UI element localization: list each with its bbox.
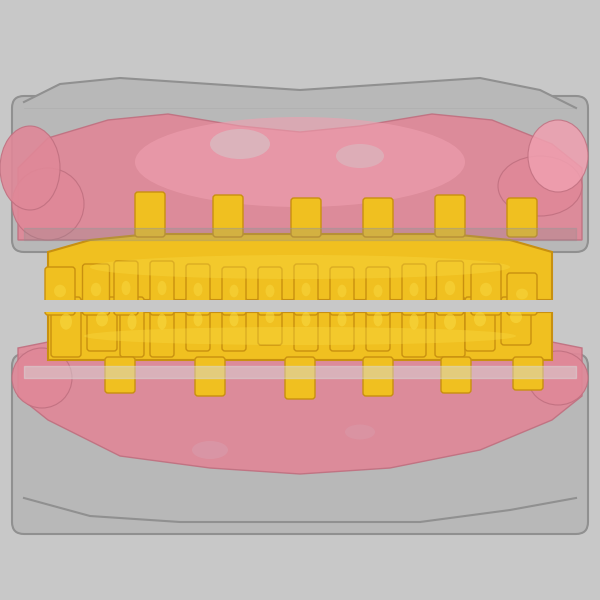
Ellipse shape	[229, 284, 239, 297]
FancyBboxPatch shape	[285, 357, 315, 399]
FancyBboxPatch shape	[258, 267, 282, 315]
FancyBboxPatch shape	[222, 297, 246, 351]
Ellipse shape	[60, 313, 72, 329]
Ellipse shape	[337, 312, 346, 326]
Ellipse shape	[265, 284, 275, 297]
FancyBboxPatch shape	[435, 297, 465, 357]
FancyBboxPatch shape	[45, 267, 75, 315]
Ellipse shape	[210, 129, 270, 159]
Ellipse shape	[444, 313, 456, 329]
FancyBboxPatch shape	[222, 267, 246, 315]
Ellipse shape	[193, 312, 203, 326]
Ellipse shape	[157, 281, 167, 295]
FancyBboxPatch shape	[291, 198, 321, 237]
FancyBboxPatch shape	[294, 297, 318, 351]
Ellipse shape	[84, 327, 516, 345]
Ellipse shape	[336, 144, 384, 168]
Ellipse shape	[409, 283, 418, 296]
Ellipse shape	[157, 313, 167, 329]
FancyBboxPatch shape	[465, 297, 495, 351]
FancyBboxPatch shape	[402, 264, 426, 315]
FancyBboxPatch shape	[501, 297, 531, 345]
Polygon shape	[18, 114, 582, 240]
FancyBboxPatch shape	[150, 261, 174, 315]
FancyBboxPatch shape	[120, 297, 144, 357]
FancyBboxPatch shape	[12, 96, 588, 252]
FancyBboxPatch shape	[363, 198, 393, 237]
Ellipse shape	[229, 312, 239, 326]
FancyBboxPatch shape	[135, 192, 165, 237]
Ellipse shape	[121, 281, 131, 295]
Ellipse shape	[409, 313, 418, 329]
FancyBboxPatch shape	[507, 273, 537, 315]
Polygon shape	[48, 312, 552, 360]
Ellipse shape	[192, 441, 228, 459]
Polygon shape	[48, 234, 552, 300]
FancyBboxPatch shape	[402, 297, 426, 357]
FancyBboxPatch shape	[30, 300, 570, 312]
FancyBboxPatch shape	[186, 297, 210, 351]
FancyBboxPatch shape	[51, 297, 81, 357]
FancyBboxPatch shape	[363, 357, 393, 396]
FancyBboxPatch shape	[105, 357, 135, 393]
Ellipse shape	[12, 348, 72, 408]
Ellipse shape	[445, 281, 455, 295]
Ellipse shape	[345, 424, 375, 439]
FancyBboxPatch shape	[87, 297, 117, 351]
FancyBboxPatch shape	[437, 261, 464, 315]
FancyBboxPatch shape	[195, 357, 225, 396]
Ellipse shape	[516, 289, 528, 299]
Ellipse shape	[54, 284, 66, 297]
FancyBboxPatch shape	[294, 264, 318, 315]
Ellipse shape	[302, 312, 311, 326]
Ellipse shape	[528, 120, 588, 192]
Ellipse shape	[193, 283, 203, 296]
FancyBboxPatch shape	[213, 195, 243, 237]
Ellipse shape	[265, 311, 275, 323]
FancyBboxPatch shape	[186, 264, 210, 315]
FancyBboxPatch shape	[83, 264, 110, 315]
Ellipse shape	[91, 283, 101, 296]
FancyBboxPatch shape	[471, 264, 501, 315]
Ellipse shape	[12, 168, 84, 240]
FancyBboxPatch shape	[330, 267, 354, 315]
FancyBboxPatch shape	[150, 297, 174, 357]
Ellipse shape	[128, 313, 137, 329]
Ellipse shape	[337, 284, 346, 297]
Ellipse shape	[480, 283, 492, 296]
Polygon shape	[18, 342, 582, 474]
Ellipse shape	[474, 312, 486, 326]
Ellipse shape	[135, 117, 465, 207]
FancyBboxPatch shape	[114, 261, 138, 315]
FancyBboxPatch shape	[12, 354, 588, 534]
Ellipse shape	[302, 283, 311, 296]
Ellipse shape	[373, 312, 383, 326]
FancyBboxPatch shape	[507, 198, 537, 237]
Ellipse shape	[373, 284, 383, 297]
FancyBboxPatch shape	[258, 297, 282, 345]
FancyBboxPatch shape	[366, 297, 390, 351]
FancyBboxPatch shape	[435, 195, 465, 237]
Ellipse shape	[498, 156, 582, 216]
Ellipse shape	[90, 255, 510, 279]
Ellipse shape	[528, 351, 588, 405]
Ellipse shape	[0, 126, 60, 210]
FancyBboxPatch shape	[366, 267, 390, 315]
Ellipse shape	[510, 311, 522, 323]
Ellipse shape	[96, 312, 108, 326]
FancyBboxPatch shape	[513, 357, 543, 390]
FancyBboxPatch shape	[330, 297, 354, 351]
FancyBboxPatch shape	[441, 357, 471, 393]
